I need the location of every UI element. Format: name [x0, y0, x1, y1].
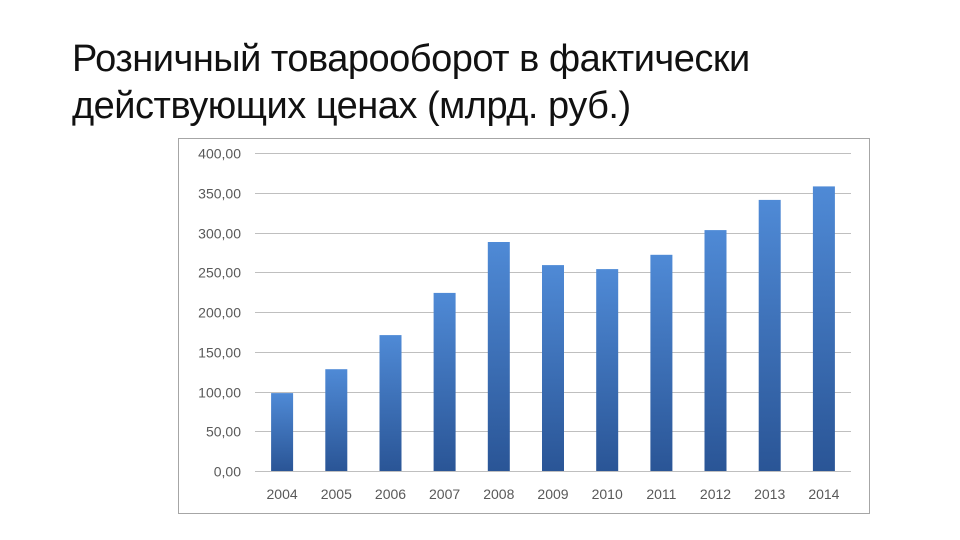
bars	[271, 186, 835, 471]
bar-2006	[379, 335, 402, 471]
x-tick-label: 2007	[429, 486, 460, 502]
y-tick-label: 350,00	[198, 186, 241, 202]
bar-2008	[487, 242, 510, 471]
slide-title-line-2: действующих ценах (млрд. руб.)	[72, 85, 631, 127]
x-tick-label: 2006	[375, 486, 406, 502]
x-tick-label: 2013	[754, 486, 785, 502]
bar-2005	[325, 369, 348, 471]
bar-2013	[758, 199, 781, 471]
y-tick-label: 100,00	[198, 385, 241, 401]
bar-2012	[704, 230, 727, 471]
slide-title-line-1: Розничный товарооборот в фактически	[72, 38, 750, 80]
x-tick-label: 2011	[646, 486, 676, 502]
bar-2010	[596, 269, 619, 471]
bar-2004	[271, 393, 294, 471]
y-tick-label: 400,00	[198, 146, 241, 162]
chart-frame: 0,00 50,00 100,00 150,00 200,00 250,00 300,00 3…	[178, 138, 870, 514]
bar-2014	[812, 186, 835, 471]
x-tick-label: 2008	[483, 486, 514, 502]
bar-chart: 0,00 50,00 100,00 150,00 200,00 250,00 300,00 3…	[198, 146, 851, 502]
x-tick-label: 2005	[321, 486, 352, 502]
y-tick-label: 200,00	[198, 305, 241, 321]
y-tick-label: 250,00	[198, 265, 241, 281]
x-tick-label: 2004	[267, 486, 298, 502]
bar-2011	[650, 254, 673, 471]
bar-2009	[542, 265, 564, 471]
y-tick-label: 300,00	[198, 226, 241, 242]
x-tick-label: 2010	[592, 486, 623, 502]
x-axis-tick-labels: 2004 2005 2006 2007 2008 2009 2010 2011 2012 2013…	[267, 486, 840, 502]
y-axis-tick-labels: 0,00 50,00 100,00 150,00 200,00 250,00 300,00 3…	[198, 146, 241, 480]
y-tick-label: 150,00	[198, 345, 241, 361]
bar-2007	[433, 292, 456, 471]
y-tick-label: 0,00	[214, 464, 241, 480]
x-tick-label: 2014	[808, 486, 839, 502]
x-tick-label: 2012	[700, 486, 731, 502]
slide-title: Розничный товарооборот в фактически дейс…	[72, 36, 892, 130]
x-tick-label: 2009	[537, 486, 568, 502]
y-tick-label: 50,00	[206, 424, 241, 440]
